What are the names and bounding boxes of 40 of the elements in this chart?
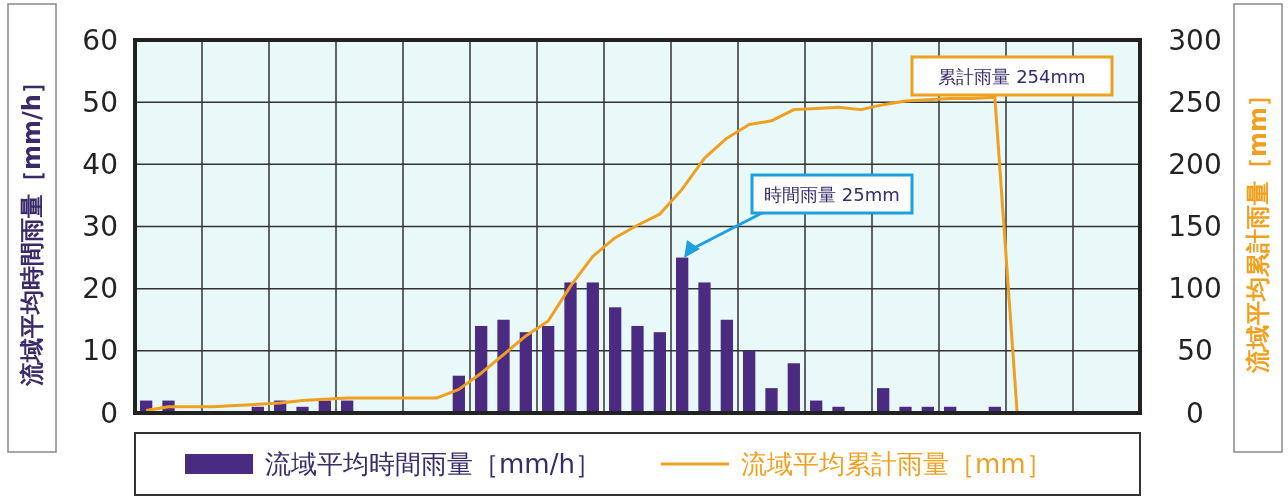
bar [720,319,733,413]
y2-tick-label: 250 [1168,85,1222,119]
legend-label: 流域平均累計雨量［mm］ [740,449,1052,479]
y2-tick-label: 300 [1168,23,1222,57]
y-tick-label: 40 [82,147,118,181]
y2-axis-title: 流域平均累計雨量［mm］ [1244,82,1272,375]
bar [475,325,488,413]
y2-tick-label: 0 [1186,396,1204,430]
bar [698,282,711,413]
bar [586,282,599,413]
y2-tick-label: 150 [1168,210,1222,243]
bar [542,325,555,413]
y-axis-title: 流域平均時間雨量［mm/h］ [18,70,46,387]
bar [676,257,689,413]
bar [631,325,644,413]
bar [877,388,890,413]
bar [787,363,800,413]
bar [564,282,577,413]
y-tick-label: 60 [82,23,118,57]
y-tick-label: 10 [82,334,118,368]
legend-label: 流域平均時間雨量［mm/h］ [265,449,601,479]
annotation: 累計雨量 254mm [910,55,1114,97]
y-tick-label: 0 [100,396,118,430]
y-tick-label: 30 [82,210,118,243]
y2-tick-label: 200 [1168,147,1222,181]
annotation: 時間雨量 25mm [684,173,914,258]
annotation: 時間雨量 25mm [764,183,900,205]
bar [765,388,778,413]
bar [519,332,532,413]
bar [743,350,756,413]
bar [497,319,510,413]
annotation: 累計雨量 254mm [938,65,1086,87]
y2label: 流域平均累計雨量［mm］ [1233,3,1283,453]
y-tick-label: 50 [82,85,118,119]
bar [609,307,622,413]
y2-tick-label: 100 [1168,272,1222,306]
y2-tick-label: 50 [1177,334,1213,368]
bar [653,332,666,413]
y-tick-label: 20 [82,272,118,306]
ylabel: 流域平均時間雨量［mm/h］ [7,3,57,453]
